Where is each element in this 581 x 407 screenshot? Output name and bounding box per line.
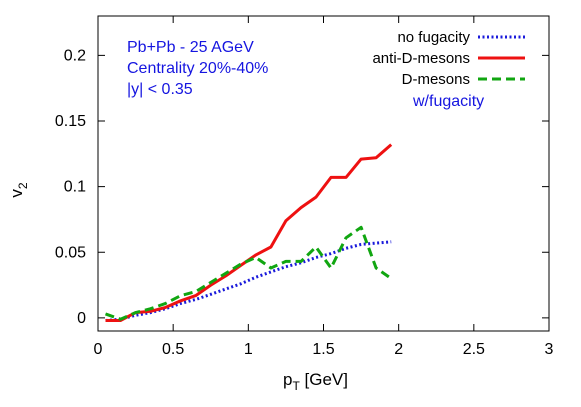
x-axis-title-rest: [GeV]	[300, 370, 348, 389]
x-axis-title: pT [GeV]	[283, 370, 348, 393]
x-tick-label: 1	[244, 341, 253, 358]
y-axis-title-sub: 2	[16, 182, 30, 189]
annotation-rapidity: |y| < 0.35	[127, 81, 193, 98]
x-tick-label: 0.5	[162, 341, 184, 358]
series-layer	[105, 143, 393, 322]
y-tick-label: 0.2	[64, 47, 86, 64]
x-tick-label: 0	[94, 341, 103, 358]
x-axis-title-sub: T	[292, 379, 300, 393]
y-axis: 0 0.05 0.1 0.15 0.2	[55, 47, 549, 327]
y-axis-title-main: v	[7, 189, 26, 198]
legend-label: no fugacity	[397, 29, 470, 46]
legend: no fugacity anti-D-mesons D-mesons	[372, 29, 525, 88]
legend-label: anti-D-mesons	[372, 50, 470, 67]
annotation-system: Pb+Pb - 25 AGeV	[127, 39, 254, 56]
y-tick-label: 0.1	[64, 179, 86, 196]
annotation-centrality: Centrality 20%-40%	[127, 60, 268, 77]
x-tick-label: 2.5	[463, 341, 485, 358]
series-line-anti-d-mesons	[105, 143, 393, 322]
series-line-d-mesons	[105, 225, 393, 321]
y-tick-label: 0.15	[55, 113, 86, 130]
x-axis-title-main: p	[283, 370, 292, 389]
legend-label: D-mesons	[402, 71, 470, 88]
x-tick-label: 2	[394, 341, 403, 358]
y-axis-title: v2	[7, 182, 30, 198]
annotation-fugacity: w/fugacity	[412, 93, 484, 110]
series-line-no-fugacity	[105, 240, 392, 322]
y-tick-label: 0.05	[55, 244, 86, 261]
y-tick-label: 0	[77, 310, 86, 327]
x-tick-label: 3	[545, 341, 554, 358]
x-tick-label: 1.5	[312, 341, 334, 358]
x-axis: 0 0.5 1 1.5 2 2.5 3	[94, 16, 554, 358]
